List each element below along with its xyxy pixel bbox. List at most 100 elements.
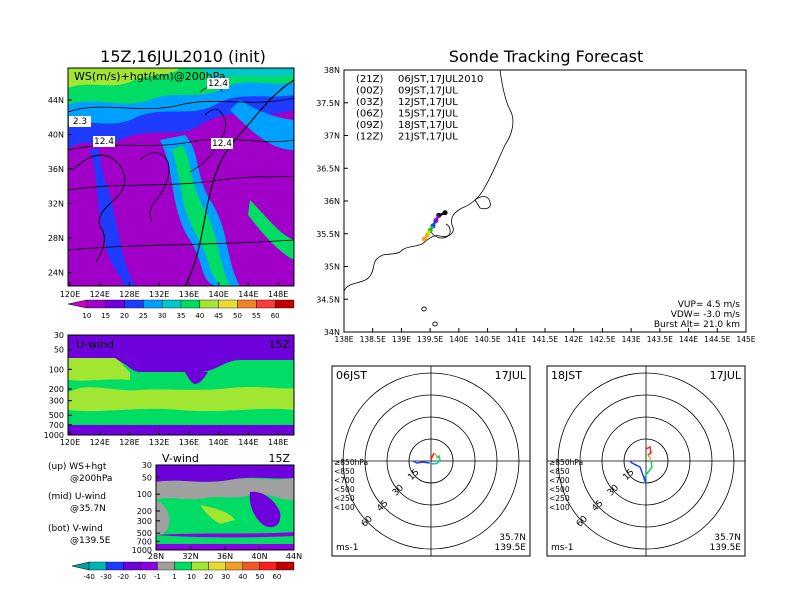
ws-map-lat-ticks: 44N 40N 36N 32N 28N 24N [48, 96, 72, 278]
colorbar-swatch [86, 299, 106, 309]
lon-tick-label: 141E [507, 335, 526, 344]
colorbar-swatch [174, 561, 192, 571]
contour-label-bg [211, 138, 233, 149]
level-label: <100 [334, 503, 355, 512]
colorbar-label: 60 [272, 573, 281, 581]
colorbar-swatch [157, 561, 175, 571]
contour-label: 12.4 [212, 139, 232, 149]
hodograph-rings [547, 366, 745, 556]
colorbar-label: 10 [187, 573, 196, 581]
colorbar-swatch [143, 299, 163, 309]
lon-tick-label: 132E [149, 290, 169, 299]
p-tick-label: 200 [49, 385, 64, 394]
legend-code: (09Z) [356, 120, 383, 131]
lon-tick-label: 144E [679, 335, 698, 344]
panel-notes: (up) WS+hgt @200hPa (mid) U-wind @35.7N … [48, 462, 112, 546]
lon-tick-label: 139E [392, 335, 411, 344]
p-tick-label: 100 [49, 365, 64, 374]
hodograph-lon: 139.5E [495, 543, 527, 553]
level-label: <850 [334, 467, 355, 476]
contour-labels: 12.4 2.3 12.4 12.4 [69, 78, 233, 149]
colorbar-swatch [199, 299, 219, 309]
lat-tick-label: 28N [148, 552, 164, 561]
hodograph-trace [430, 452, 435, 462]
ws-colorbar: 10 15 20 25 30 35 40 45 50 55 60 [67, 299, 295, 320]
hodograph-unit: ms-1 [551, 543, 573, 553]
p-tick-label: 700 [49, 421, 64, 430]
legend-code: (03Z) [356, 97, 383, 108]
hodograph-date: 17JUL [495, 369, 527, 382]
lon-tick-label: 139.5E [417, 335, 443, 344]
note-bot-b: @139.5E [70, 536, 111, 546]
colorbar-label: 1 [172, 573, 176, 581]
ws-map-lon-ticks: 120E 124E 128E 132E 136E 140E 144E 148E [60, 282, 288, 299]
legend-code: (00Z) [356, 86, 383, 97]
hodograph-trace [629, 460, 647, 484]
colorbar-swatch [256, 299, 276, 309]
colorbar-lower-arrow [71, 561, 90, 571]
p-tick-label: 500 [137, 529, 152, 538]
colorbar-lower-arrow [67, 299, 88, 309]
lat-tick-label: 37.5N [316, 99, 340, 108]
hodograph-lat: 35.7N [714, 533, 741, 543]
track-point [421, 236, 427, 242]
colorbar-swatch [124, 299, 144, 309]
lat-tick-label: 44N [48, 96, 64, 105]
lon-tick-label: 140E [449, 335, 468, 344]
p-tick-label: 1000 [44, 431, 64, 440]
hodograph-time: 18JST [551, 369, 582, 382]
colorbar-label: 20 [204, 573, 213, 581]
level-label: <500 [549, 485, 570, 494]
lat-tick-label: 36N [324, 197, 340, 206]
hodograph-trace [645, 460, 653, 476]
contour-label-bg [93, 136, 115, 147]
lon-tick-label: 144E [238, 438, 258, 447]
lat-tick-label: 32N [48, 200, 64, 209]
colorbar-label: 10 [82, 312, 91, 320]
lon-tick-label: 138E [334, 335, 353, 344]
v-wind-time: 15Z [268, 452, 290, 465]
colorbar-swatch [161, 299, 182, 309]
lat-tick-label: 36N [217, 552, 233, 561]
level-label: <850 [549, 467, 570, 476]
lat-tick-label: 28N [48, 234, 64, 243]
lat-tick-label: 44N [286, 552, 302, 561]
track-map: 38N 37.5N 37N 36.5N 36N 35.5N 35N 34.5N 34N 138E… [316, 66, 756, 344]
track-map-lon-ticks: 138E 138.5E 139E 139.5E 140E 140.5E 141E 141.5E… [334, 328, 756, 344]
colorbar-label: -40 [83, 573, 94, 581]
colorbar-swatch [276, 561, 295, 571]
legend-text: 15JST,17JUL [398, 109, 458, 120]
colorbar-swatch [105, 299, 125, 309]
contour-label-bg [69, 116, 91, 127]
legend-text: 06JST,17JUL2010 [398, 74, 483, 85]
colorbar-label: 50 [233, 312, 242, 320]
colorbar-swatch [225, 561, 243, 571]
colorbar-label: 45 [214, 312, 223, 320]
level-label: <100 [549, 503, 570, 512]
u-wind-label: U-wind [76, 338, 114, 351]
lon-tick-label: 120E [60, 290, 80, 299]
legend-code: (21Z) [356, 74, 383, 85]
level-label: <700 [334, 476, 355, 485]
legend-text: 18JST,17JUL [398, 120, 458, 131]
legend-text: 21JST,17JUL [398, 132, 458, 143]
v-wind-label: V-wind [162, 452, 199, 465]
lat-tick-label: 35.5N [316, 230, 340, 239]
colorbar-label: -1 [154, 573, 161, 581]
legend-text: 12JST,17JUL [398, 97, 458, 108]
lon-tick-label: 140E [209, 290, 229, 299]
lon-tick-label: 142.5E [589, 335, 615, 344]
lon-tick-label: 144.5E [704, 335, 730, 344]
colorbar-swatch [274, 299, 295, 309]
p-tick-label: 300 [137, 517, 152, 526]
wind-colorbar: -40 -30 -20 -10 -1 1 10 20 30 40 50 60 [71, 561, 295, 581]
colorbar-label: 40 [195, 312, 204, 320]
lon-tick-label: 142E [564, 335, 583, 344]
lon-tick-label: 148E [268, 438, 288, 447]
colorbar-swatch [218, 299, 238, 309]
